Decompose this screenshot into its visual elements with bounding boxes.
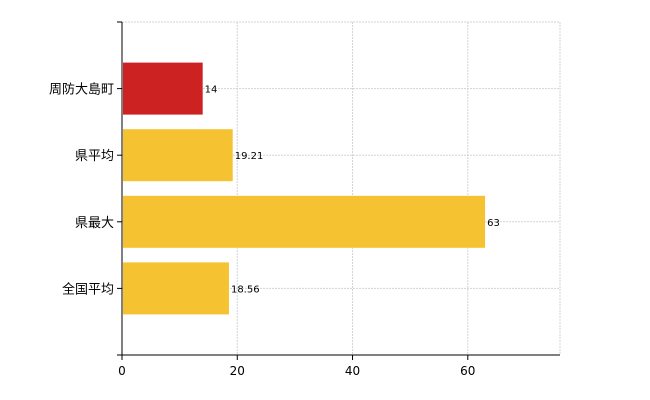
bar xyxy=(123,195,486,248)
data-label: 14 xyxy=(205,85,218,96)
x-tick-label: 40 xyxy=(345,364,360,378)
bar xyxy=(123,129,233,182)
x-tick-label: 0 xyxy=(118,364,126,378)
x-tick-label: 20 xyxy=(230,364,245,378)
bar xyxy=(123,62,203,115)
category-label: 全国平均 xyxy=(62,281,114,297)
axes xyxy=(117,21,560,360)
labels: 0 20 40 60 周防大島町 14 県平均 19.21 県最大 63 全国平均 18.56 xyxy=(49,82,500,378)
bar xyxy=(123,262,229,315)
data-label: 18.56 xyxy=(231,284,260,295)
category-label: 周防大島町 xyxy=(49,82,114,98)
data-label: 63 xyxy=(487,218,500,229)
category-label: 県最大 xyxy=(75,216,114,231)
bars xyxy=(123,62,486,315)
category-label: 県平均 xyxy=(75,149,114,164)
x-tick-label: 60 xyxy=(460,364,475,378)
data-label: 19.21 xyxy=(235,151,264,162)
